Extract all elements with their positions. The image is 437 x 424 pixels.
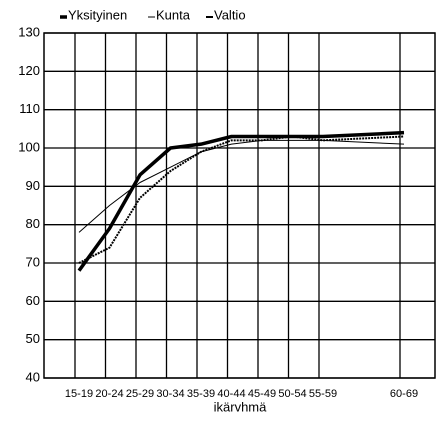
series-line (78, 135, 405, 264)
legend-label: Yksityinen (68, 7, 127, 22)
y-tick-label: 40 (26, 369, 40, 384)
x-tick-label: 20-24 (95, 388, 123, 400)
y-tick-label: 50 (26, 331, 40, 346)
x-axis-label: ikärvhmä (214, 399, 268, 414)
y-tick-label: 80 (26, 216, 40, 231)
legend-label: Valtio (214, 7, 246, 22)
legend-label: Kunta (156, 7, 191, 22)
y-tick-label: 110 (19, 101, 40, 116)
y-tick-label: 90 (26, 178, 40, 193)
y-tick-label: 70 (26, 254, 40, 269)
x-tick-label: 25-29 (126, 388, 154, 400)
plot-frame (43, 32, 436, 379)
x-tick-label: 35-39 (187, 388, 215, 400)
x-tick-label: 45-49 (248, 388, 276, 400)
x-tick-label: 15-19 (65, 388, 93, 400)
y-tick-label: 130 (18, 24, 40, 39)
x-tick-label: 55-59 (309, 388, 337, 400)
y-tick-label: 60 (26, 293, 40, 308)
y-tick-label: 100 (18, 139, 40, 154)
series-line (77, 130, 405, 272)
x-tick-label: 30-34 (156, 388, 184, 400)
series-line (78, 139, 405, 233)
x-tick-label: 50-54 (278, 388, 306, 400)
y-tick-label: 120 (18, 63, 40, 78)
x-tick-label: 40-44 (217, 388, 245, 400)
x-tick-label: 60-69 (390, 388, 418, 400)
